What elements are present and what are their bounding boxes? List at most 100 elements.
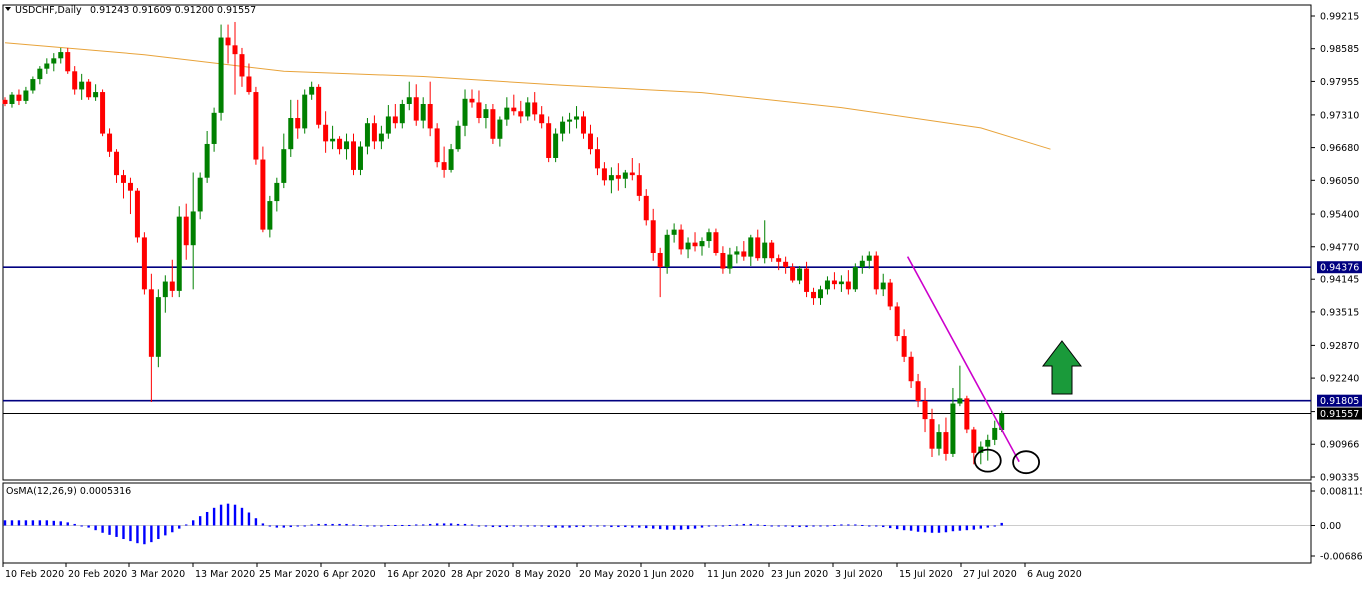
candle (406, 81, 412, 111)
osma-bar (171, 525, 174, 533)
osma-bar (136, 525, 139, 544)
osma-bar (575, 525, 578, 528)
candle-body (915, 381, 921, 401)
candle-body (546, 123, 552, 158)
candle-body (650, 220, 656, 253)
osma-bar (909, 525, 913, 531)
osma-bar (366, 525, 369, 527)
candle (817, 285, 823, 305)
osma-bar (219, 504, 223, 526)
candle-body (302, 94, 308, 129)
candle (887, 278, 893, 311)
osma-bar (805, 525, 808, 528)
osma-bar (73, 523, 76, 526)
candle (295, 99, 301, 139)
osma-bar (24, 520, 28, 526)
candle (831, 272, 837, 290)
osma-bar (979, 525, 982, 529)
osma-bar (895, 525, 899, 530)
horizontal-levels[interactable] (3, 266, 1311, 415)
osma-bar (17, 520, 21, 526)
candle-body (337, 138, 343, 150)
osma-bar (700, 525, 704, 528)
osma-bar (296, 525, 299, 527)
osma-bar (87, 525, 90, 528)
candle (804, 261, 810, 298)
candle-body (831, 280, 837, 285)
osma-bar (812, 525, 815, 527)
candle (462, 89, 468, 137)
candle-body (518, 111, 524, 117)
osma-bar (1000, 522, 1003, 526)
price-tick-label: 0.92870 (1320, 341, 1359, 352)
candle-body (385, 116, 391, 134)
candle-body (211, 112, 217, 144)
candle-body (713, 232, 719, 253)
candle (908, 351, 914, 388)
candle-body (295, 118, 301, 129)
candle (629, 157, 635, 181)
candle (65, 47, 71, 74)
time-tick-label: 20 Feb 2020 (68, 569, 127, 580)
osma-bar (226, 503, 230, 526)
candle (685, 237, 691, 259)
candle (169, 259, 175, 298)
osma-bar (247, 512, 251, 526)
collapse-triangle-icon[interactable] (5, 7, 11, 11)
candle-body (274, 182, 280, 202)
candle-body (971, 429, 977, 453)
candle (936, 424, 942, 456)
candle-body (790, 267, 796, 281)
candle-body (448, 149, 454, 170)
moving-average-line (4, 42, 1051, 150)
candle (699, 237, 705, 256)
candle-body (434, 128, 440, 163)
candle (978, 441, 984, 465)
candle (93, 84, 99, 101)
symbol-title: USDCHF,Daily (15, 5, 82, 16)
candle (657, 247, 663, 298)
osma-bar (268, 525, 272, 527)
candle-body (378, 133, 384, 142)
osma-bar (143, 525, 146, 545)
candle (23, 86, 29, 104)
osma-bar (31, 520, 35, 526)
candle-body (483, 109, 489, 119)
time-tick-label: 6 Apr 2020 (323, 569, 376, 580)
time-tick-label: 6 Aug 2020 (1027, 569, 1082, 580)
candle-body (413, 97, 419, 121)
osma-bar (819, 525, 822, 527)
time-tick-label: 3 Jul 2020 (835, 569, 883, 580)
candle-body (894, 306, 900, 337)
osma-bar (728, 524, 732, 526)
candle (643, 189, 649, 226)
candle-body (281, 149, 287, 183)
candle-body (93, 92, 99, 98)
osma-bar (589, 525, 592, 527)
price-tick-label: 0.94145 (1320, 275, 1359, 286)
osma-bar (672, 525, 676, 530)
osma-bar (784, 525, 787, 527)
candle (539, 106, 545, 129)
osma-bar (826, 525, 829, 527)
time-tick-label: 20 May 2020 (579, 569, 641, 580)
osma-bar (3, 520, 7, 526)
candle (441, 146, 447, 178)
candle (762, 220, 768, 264)
osma-bar (80, 525, 83, 527)
candle (594, 137, 600, 176)
osma-bar (261, 523, 265, 526)
candle (873, 251, 879, 295)
candle-body (72, 71, 78, 90)
candle (755, 229, 761, 261)
candle (183, 203, 189, 260)
candle (218, 24, 224, 121)
candle-body (957, 398, 963, 404)
circle-annotation (1012, 450, 1041, 475)
candle-body (148, 289, 154, 357)
price-pane-frame (2, 4, 1312, 481)
osma-bar (603, 525, 606, 527)
osma-bar (568, 525, 571, 528)
candle (567, 112, 573, 134)
